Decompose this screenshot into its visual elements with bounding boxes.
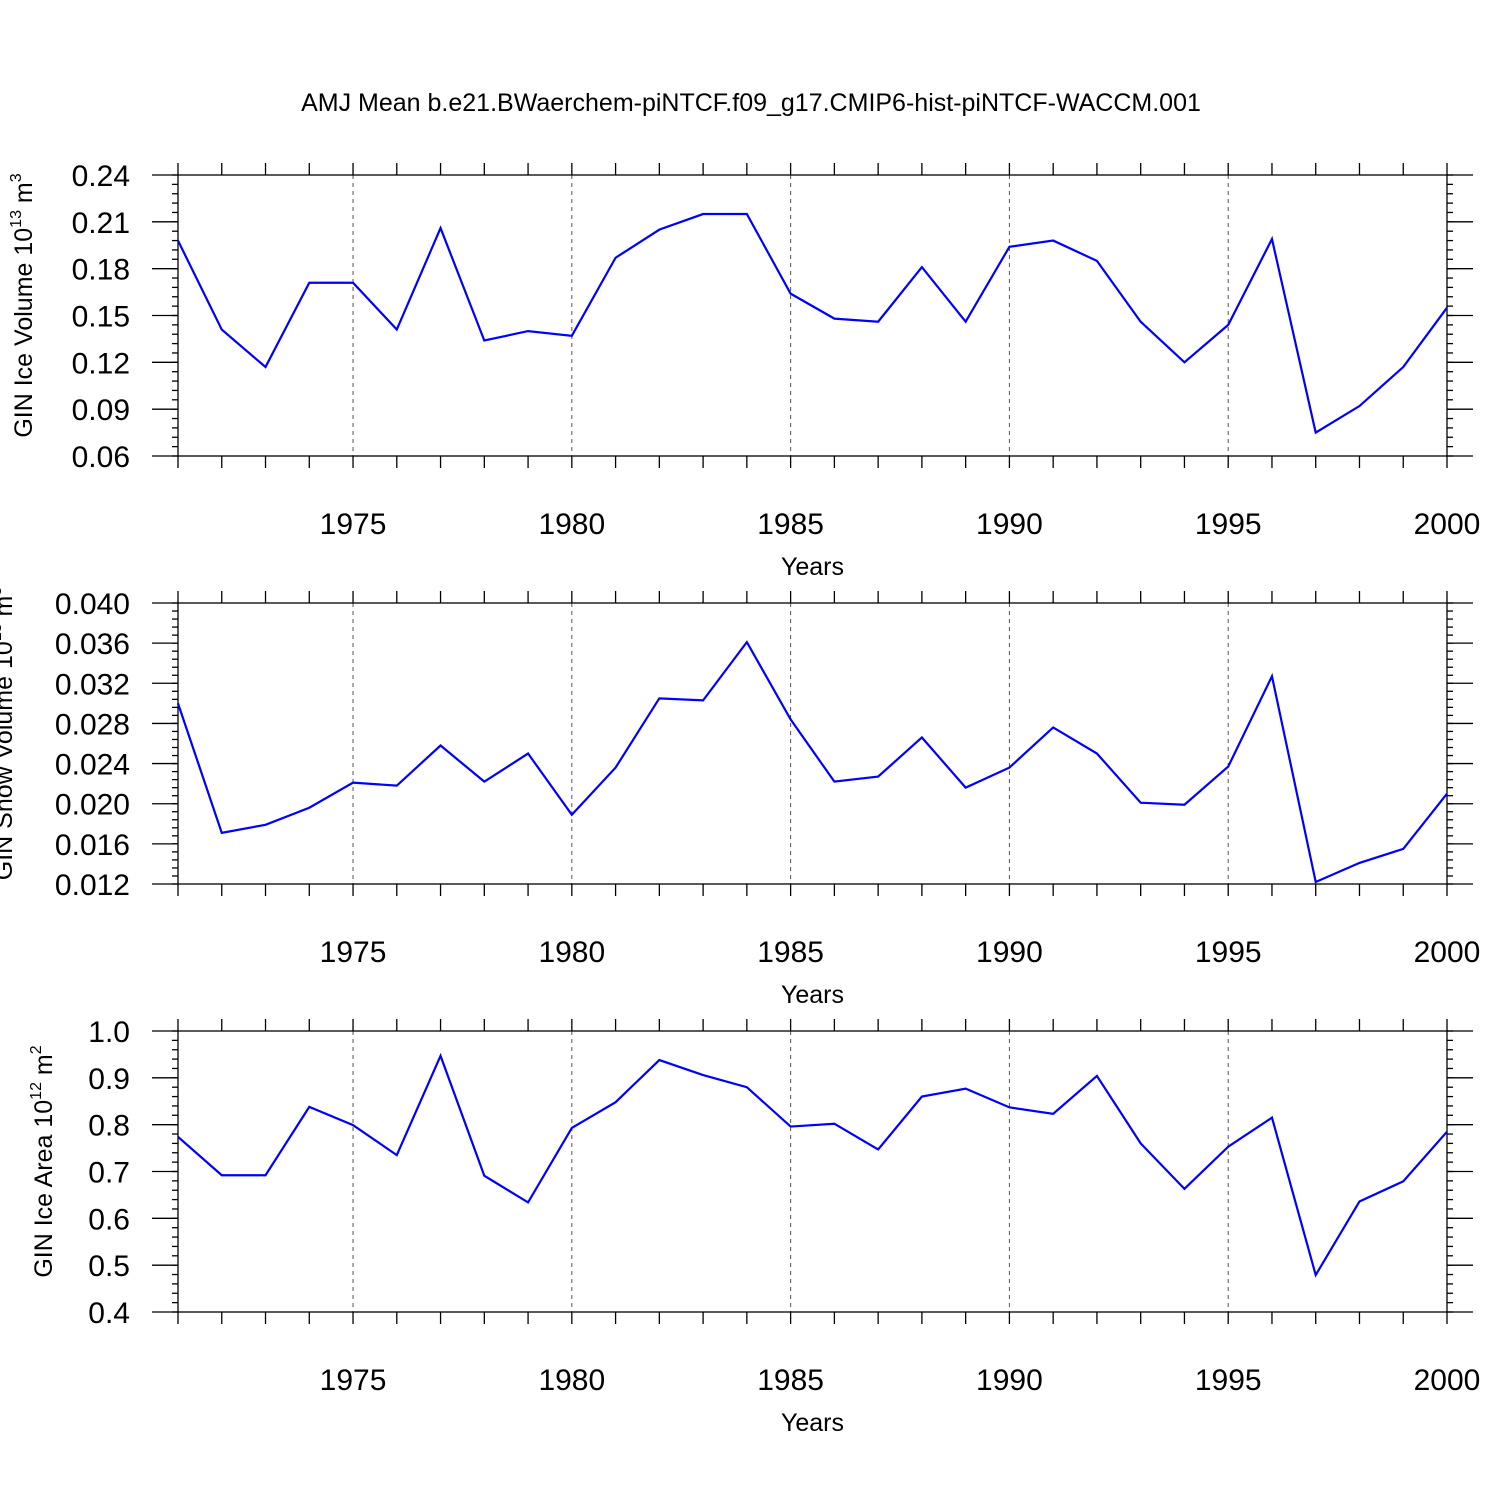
- y-tick-label: 0.032: [55, 668, 130, 701]
- x-axis-label: Years: [781, 981, 844, 1009]
- x-tick-label: 2000: [1414, 508, 1481, 541]
- x-tick-label: 2000: [1414, 936, 1481, 969]
- plot-frame: [177, 174, 1448, 457]
- chart-panel-1: 1975 1980 1985 1990 1995 2000 Years 0.06 0.09 0.1…: [8, 160, 1480, 581]
- y-axis-label-part: m: [0, 596, 18, 624]
- y-axis-label-superscript: 3: [8, 173, 25, 182]
- x-tick-label: 1980: [538, 1364, 605, 1397]
- x-tick-label: 1985: [757, 936, 824, 969]
- y-tick-label: 0.7: [88, 1157, 130, 1190]
- y-tick-label: 0.21: [72, 207, 130, 240]
- y-tick-label: 0.6: [88, 1203, 130, 1236]
- y-tick-label: 0.028: [55, 708, 130, 741]
- y-axis-label-superscript: 3: [0, 587, 5, 596]
- y-axis-label-superscript: 2: [28, 1045, 45, 1054]
- y-axis-label-superscript: 13: [8, 210, 25, 228]
- x-tick-label: 1990: [976, 508, 1043, 541]
- x-tick-label: 1985: [757, 508, 824, 541]
- y-axis-label-part: m: [10, 182, 38, 210]
- y-tick-label: 0.15: [72, 301, 130, 334]
- plot-frame: [177, 602, 1448, 885]
- data-series-line: [177, 1052, 1448, 1278]
- x-tick-label: 1980: [538, 936, 605, 969]
- y-tick-label: 0.5: [88, 1250, 130, 1283]
- y-tick-label: 0.036: [55, 628, 130, 661]
- chart-panel-2: 1975 1980 1985 1990 1995 2000 Years 0.012 0.016 0…: [0, 587, 1480, 1009]
- x-tick-label: 1995: [1195, 1364, 1262, 1397]
- y-tick-label: 0.8: [88, 1110, 130, 1143]
- figure-title: AMJ Mean b.e21.BWaerchem-piNTCF.f09_g17.…: [301, 89, 1201, 117]
- y-tick-label: 0.012: [55, 869, 130, 902]
- x-tick-label: 2000: [1414, 1364, 1481, 1397]
- x-tick-label: 1975: [320, 508, 387, 541]
- x-tick-label: 1995: [1195, 508, 1262, 541]
- y-tick-label: 0.4: [88, 1297, 130, 1330]
- plot-frame: [177, 1030, 1448, 1313]
- y-tick-label: 0.06: [72, 441, 130, 474]
- x-tick-label: 1975: [320, 1364, 387, 1397]
- y-axis-label-part: GIN Ice Volume 10: [10, 228, 38, 438]
- y-axis-label: GIN Snow Volume 1013 m3: [0, 587, 18, 881]
- y-axis-label-part: m: [30, 1054, 58, 1082]
- y-tick-label: 0.024: [55, 749, 130, 782]
- y-tick-label: 0.18: [72, 254, 130, 287]
- y-tick-label: 0.24: [72, 160, 130, 193]
- y-tick-label: 0.9: [88, 1063, 130, 1096]
- x-tick-label: 1985: [757, 1364, 824, 1397]
- y-axis-label-part: GIN Ice Area 10: [30, 1100, 58, 1278]
- x-tick-label: 1975: [320, 936, 387, 969]
- x-tick-label: 1980: [538, 508, 605, 541]
- y-axis-label-superscript: 13: [0, 623, 5, 641]
- y-axis-label: GIN Ice Volume 1013 m3: [8, 173, 38, 437]
- y-tick-label: 1.0: [88, 1016, 130, 1049]
- x-tick-label: 1990: [976, 1364, 1043, 1397]
- data-series-line: [176, 640, 1448, 884]
- y-tick-label: 0.016: [55, 829, 130, 862]
- y-axis-label-superscript: 12: [28, 1082, 45, 1100]
- data-series-line: [177, 212, 1448, 435]
- y-axis-label-part: GIN Snow Volume 10: [0, 641, 18, 880]
- x-axis-label: Years: [781, 1409, 844, 1437]
- y-tick-label: 0.040: [55, 588, 130, 621]
- chart-panel-3: 1975 1980 1985 1990 1995 2000 Years 0.4 0.5 0.6 0.…: [28, 1016, 1480, 1437]
- y-tick-label: 0.12: [72, 347, 130, 380]
- x-tick-label: 1990: [976, 936, 1043, 969]
- x-axis-label: Years: [781, 553, 844, 581]
- x-tick-label: 1995: [1195, 936, 1262, 969]
- y-tick-label: 0.020: [55, 789, 130, 822]
- y-axis-label: GIN Ice Area 1012 m2: [28, 1045, 58, 1277]
- y-tick-label: 0.09: [72, 394, 130, 427]
